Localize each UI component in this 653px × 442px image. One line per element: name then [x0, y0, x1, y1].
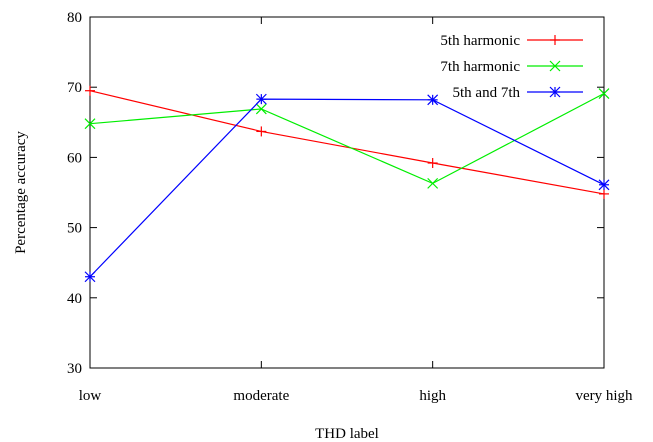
data-point-marker: [599, 188, 609, 199]
y-tick-label: 30: [67, 361, 82, 377]
y-tick-label: 60: [67, 150, 82, 166]
series-line-5th-harmonic: [89, 90, 605, 195]
data-point-marker: [550, 35, 560, 45]
series-line-7th-harmonic: [89, 92, 605, 185]
y-tick-label: 50: [67, 221, 82, 237]
y-axis-label: Percentage accuracy: [13, 131, 29, 254]
data-point-marker: [549, 86, 561, 98]
series-line-5th-and-7th: [89, 98, 605, 278]
data-point-marker: [256, 126, 267, 137]
data-point-marker: [255, 103, 267, 115]
y-tick-label: 80: [67, 10, 82, 26]
x-axis: low moderate high very high: [79, 17, 633, 404]
x-tick-label: very high: [575, 388, 633, 404]
y-tick-label: 40: [67, 291, 82, 307]
data-point-marker: [598, 179, 610, 191]
data-point-marker: [427, 177, 439, 189]
legend: 5th harmonic 7th harmonic 5th and 7th: [440, 33, 583, 101]
x-tick-label: high: [419, 388, 446, 404]
legend-label-7th-harmonic: 7th harmonic: [440, 59, 520, 75]
legend-label-5th-and-7th: 5th and 7th: [453, 85, 521, 101]
data-point-marker: [84, 271, 96, 283]
data-point-marker: [255, 93, 267, 105]
plot-frame: [89, 16, 605, 369]
x-tick-label: low: [79, 388, 102, 404]
y-tick-label: 70: [67, 80, 82, 96]
x-axis-label: THD label: [315, 426, 379, 442]
data-point-marker: [427, 94, 439, 106]
data-point-marker: [549, 60, 561, 72]
data-point-marker: [427, 158, 438, 169]
data-point-marker: [84, 118, 96, 130]
series-lines: [84, 85, 610, 283]
data-point-marker: [598, 88, 610, 99]
x-tick-label: moderate: [233, 388, 289, 404]
legend-label-5th-harmonic: 5th harmonic: [440, 33, 520, 49]
data-point-marker: [85, 85, 95, 96]
y-axis: 30 40 50 60 70 80: [67, 10, 604, 377]
